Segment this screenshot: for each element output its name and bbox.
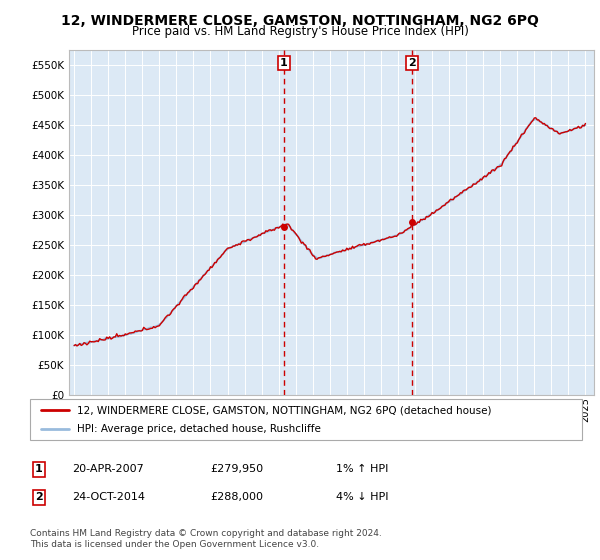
Text: 20-APR-2007: 20-APR-2007 [72,464,144,474]
Text: 24-OCT-2014: 24-OCT-2014 [72,492,145,502]
Text: 12, WINDERMERE CLOSE, GAMSTON, NOTTINGHAM, NG2 6PQ (detached house): 12, WINDERMERE CLOSE, GAMSTON, NOTTINGHA… [77,405,491,415]
Text: £279,950: £279,950 [210,464,263,474]
Text: 1: 1 [35,464,43,474]
FancyBboxPatch shape [30,399,582,440]
Text: 2: 2 [408,58,415,68]
Text: £288,000: £288,000 [210,492,263,502]
Text: 2: 2 [35,492,43,502]
Text: 1: 1 [280,58,287,68]
Text: Price paid vs. HM Land Registry's House Price Index (HPI): Price paid vs. HM Land Registry's House … [131,25,469,38]
Text: Contains HM Land Registry data © Crown copyright and database right 2024.: Contains HM Land Registry data © Crown c… [30,529,382,538]
Text: This data is licensed under the Open Government Licence v3.0.: This data is licensed under the Open Gov… [30,540,319,549]
Text: HPI: Average price, detached house, Rushcliffe: HPI: Average price, detached house, Rush… [77,424,321,433]
Text: 1% ↑ HPI: 1% ↑ HPI [336,464,388,474]
Text: 12, WINDERMERE CLOSE, GAMSTON, NOTTINGHAM, NG2 6PQ: 12, WINDERMERE CLOSE, GAMSTON, NOTTINGHA… [61,14,539,28]
Text: 4% ↓ HPI: 4% ↓ HPI [336,492,389,502]
